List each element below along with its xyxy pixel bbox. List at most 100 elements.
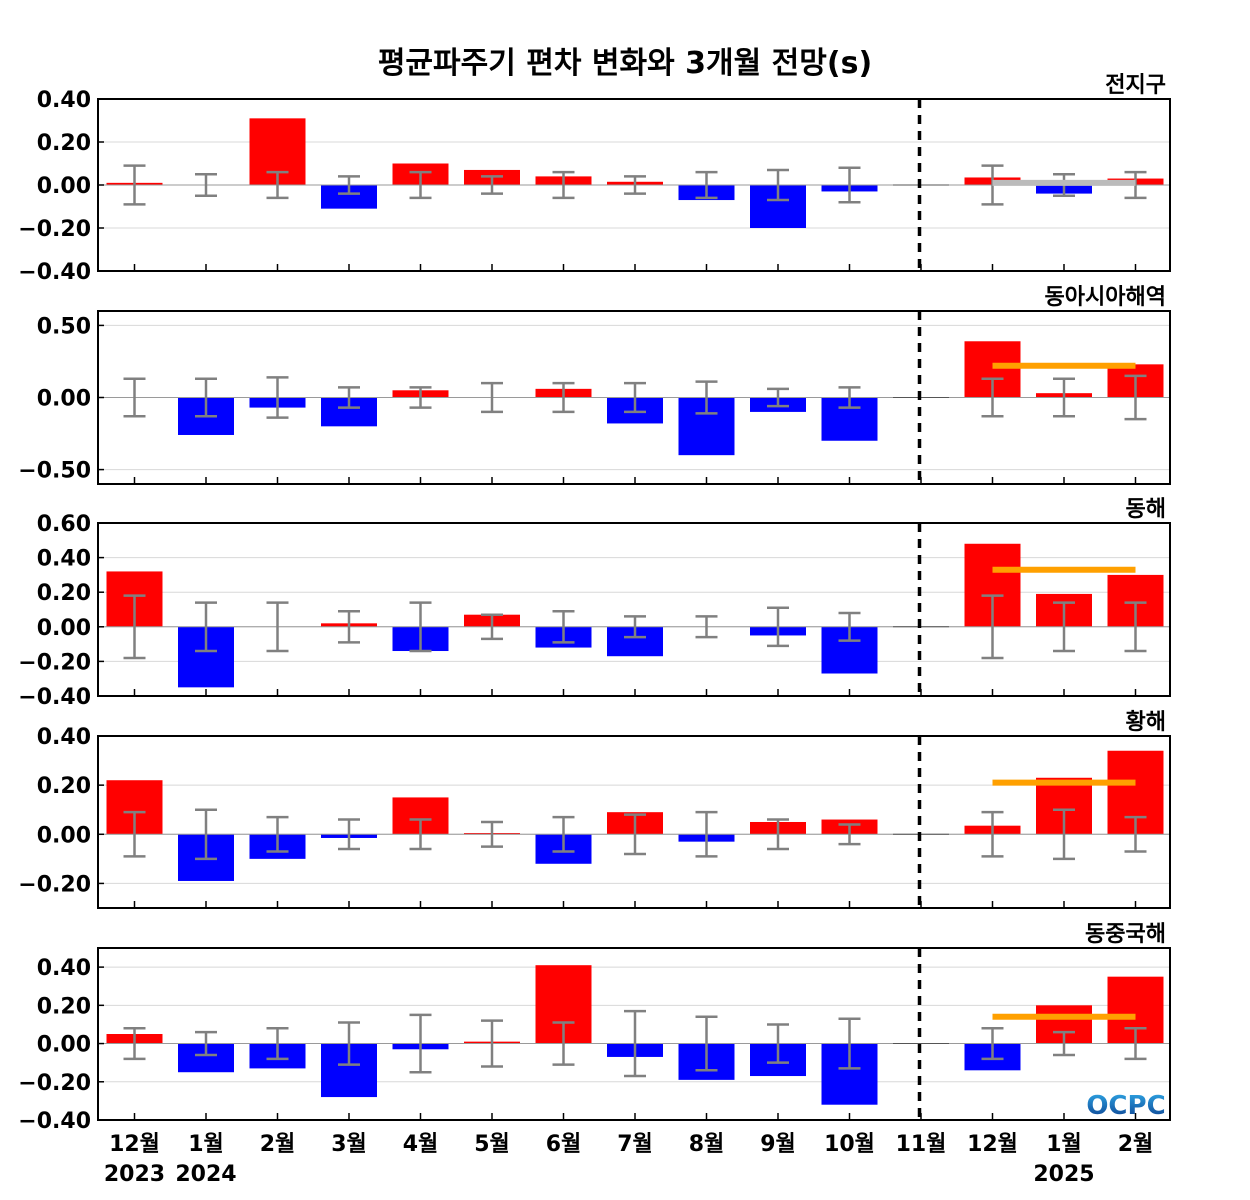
- x-tick-label: 10월: [824, 1132, 875, 1157]
- ocpc-logo-text: OCPC: [1086, 1091, 1165, 1119]
- error-bar: [1124, 601, 1147, 653]
- error-bar: [409, 170, 432, 200]
- error-bar: [552, 1021, 575, 1066]
- ocpc-logo: OCPC: [1086, 1091, 1165, 1119]
- x-tick-label: 2월: [1118, 1132, 1154, 1157]
- plot-frame: [97, 735, 1171, 909]
- error-bar: [1053, 377, 1075, 418]
- error-bar: [1053, 808, 1075, 861]
- y-tick-label: −0.20: [18, 872, 91, 897]
- y-tick-label: 0.00: [37, 616, 91, 641]
- x-tick-label: 7월: [617, 1132, 653, 1157]
- chart-title: 평균파주기 편차 변화와 3개월 전망(s): [377, 46, 873, 81]
- panel-4: −0.20 0.00 0.20 0.40 황해: [18, 710, 1171, 909]
- x-tick-label: 12월: [109, 1132, 160, 1157]
- error-bar: [838, 611, 861, 642]
- y-tick-label: 0.20: [37, 131, 91, 156]
- y-tick-label: −0.20: [18, 217, 91, 242]
- error-bar: [838, 166, 861, 204]
- y-tick-label: 0.50: [37, 314, 91, 339]
- error-bar: [767, 168, 789, 202]
- error-bar: [409, 601, 432, 653]
- error-bar: [624, 175, 646, 195]
- y-tick-label: 0.00: [37, 823, 91, 848]
- error-bar: [767, 1023, 789, 1064]
- x-tick-label: 5월: [474, 1132, 510, 1157]
- error-bar: [552, 815, 575, 853]
- error-bar: [481, 613, 503, 641]
- error-bar: [338, 175, 360, 195]
- error-bar: [195, 377, 217, 418]
- error-bar: [266, 815, 289, 853]
- error-bar: [481, 820, 503, 848]
- year-label: 2025: [1033, 1162, 1094, 1187]
- error-bar: [481, 175, 503, 195]
- y-tick-label: 0.00: [37, 174, 91, 199]
- y-tick-label: 0.60: [37, 512, 91, 537]
- error-bar: [981, 377, 1004, 418]
- error-bar: [266, 1027, 289, 1061]
- year-label: 2024: [175, 1162, 236, 1187]
- error-bar: [266, 170, 289, 200]
- error-bar: [481, 1019, 503, 1068]
- y-tick-label: −0.50: [18, 459, 91, 484]
- error-bar: [552, 609, 575, 644]
- year-label: 2023: [104, 1162, 165, 1187]
- y-tick-label: 0.00: [37, 1033, 91, 1058]
- x-tick-label: 9월: [760, 1132, 796, 1157]
- error-bar: [195, 173, 217, 197]
- y-tick-label: 0.20: [37, 994, 91, 1019]
- y-tick-label: 0.40: [37, 88, 91, 113]
- error-bar: [1053, 1030, 1075, 1057]
- x-tick-label: 6월: [546, 1132, 582, 1157]
- panel-5: −0.40 −0.20 0.00 0.20 0.40 동중국해: [18, 922, 1171, 1134]
- x-tick-label: 8월: [689, 1132, 725, 1157]
- x-tick-label: 2월: [260, 1132, 296, 1157]
- y-tick-label: 0.20: [37, 581, 91, 606]
- error-bar: [1053, 601, 1075, 653]
- error-bar: [981, 1027, 1004, 1061]
- error-bar: [195, 601, 217, 653]
- panel-title: 동해: [1126, 497, 1166, 522]
- x-tick-label: 12월: [967, 1132, 1018, 1157]
- error-bar: [1124, 815, 1147, 853]
- error-bar: [338, 386, 360, 409]
- y-tick-label: 0.40: [37, 956, 91, 981]
- panel-2: −0.50 0.00 0.50 동아시아해역: [18, 285, 1171, 485]
- error-bar: [552, 381, 575, 414]
- panel-1: −0.40 −0.20 0.00 0.20 0.40 전지구: [18, 73, 1171, 285]
- y-tick-label: 0.40: [37, 547, 91, 572]
- error-bar: [266, 601, 289, 653]
- error-bar: [624, 381, 646, 414]
- x-tick-label: 1월: [188, 1132, 224, 1157]
- panel-title: 황해: [1126, 710, 1166, 735]
- error-bar: [123, 164, 146, 206]
- x-tick-label: 3월: [331, 1132, 367, 1157]
- panel-title: 동중국해: [1085, 922, 1166, 947]
- plot-frame: [97, 947, 1171, 1121]
- y-tick-label: −0.40: [18, 685, 91, 710]
- error-bar: [1124, 374, 1147, 421]
- error-bar: [195, 808, 217, 861]
- error-bar: [767, 818, 789, 851]
- error-bar: [409, 818, 432, 851]
- error-bar: [338, 609, 360, 644]
- error-bar: [123, 377, 146, 418]
- error-bar: [123, 594, 146, 660]
- error-bar: [1124, 1027, 1147, 1061]
- error-bar: [695, 1015, 718, 1072]
- error-bar: [409, 386, 432, 409]
- y-tick-label: −0.20: [18, 650, 91, 675]
- error-bar: [624, 615, 646, 639]
- error-bar: [695, 380, 718, 415]
- error-bar: [338, 818, 360, 851]
- error-bar: [624, 813, 646, 856]
- error-bar: [767, 387, 789, 408]
- error-bar: [552, 170, 575, 200]
- error-bar: [695, 615, 718, 639]
- error-bar: [266, 376, 289, 419]
- error-bar: [695, 170, 718, 200]
- error-bar: [195, 1030, 217, 1057]
- panel-title: 동아시아해역: [1045, 285, 1166, 310]
